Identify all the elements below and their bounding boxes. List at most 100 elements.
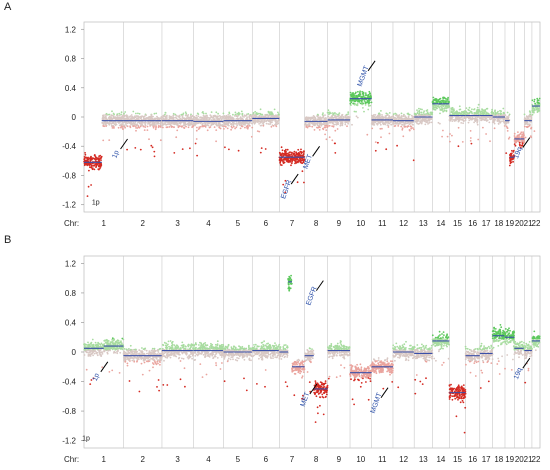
data-point — [290, 153, 293, 156]
data-point — [460, 118, 463, 121]
data-point — [307, 124, 310, 127]
data-point — [103, 339, 106, 342]
data-point — [87, 345, 90, 348]
data-point — [454, 119, 457, 122]
data-point — [167, 121, 170, 124]
data-point — [105, 348, 108, 351]
data-point — [486, 112, 489, 115]
data-point — [192, 123, 195, 126]
data-point — [135, 351, 138, 354]
data-point — [93, 352, 96, 355]
chromosome-label: 22 — [532, 219, 541, 228]
data-point — [508, 136, 511, 139]
data-point — [121, 348, 124, 351]
data-point — [471, 112, 473, 115]
data-point — [165, 126, 168, 129]
data-point — [147, 123, 149, 125]
data-point — [215, 115, 217, 118]
data-point — [293, 150, 296, 153]
data-point — [284, 151, 286, 153]
data-point — [230, 117, 233, 120]
data-point — [222, 116, 225, 119]
data-point — [379, 114, 381, 117]
data-point — [152, 115, 154, 118]
data-point — [327, 125, 329, 127]
data-point — [228, 112, 231, 115]
y-tick-label: -0.4 — [62, 378, 76, 387]
data-point — [489, 118, 492, 121]
data-point — [290, 157, 293, 160]
data-point — [483, 119, 485, 121]
data-point — [199, 125, 202, 128]
data-point — [469, 137, 472, 139]
data-point — [119, 341, 122, 344]
data-point — [87, 185, 90, 188]
data-point — [516, 140, 519, 143]
data-point — [119, 351, 122, 354]
data-point — [536, 100, 539, 102]
data-point — [351, 123, 353, 126]
data-point — [201, 119, 204, 121]
data-point — [134, 121, 137, 123]
data-point — [190, 122, 192, 124]
data-point — [87, 343, 90, 346]
data-point — [151, 124, 154, 127]
data-point — [497, 110, 499, 113]
data-point — [113, 342, 116, 345]
data-point — [441, 104, 444, 106]
data-point — [392, 113, 395, 116]
data-point — [134, 123, 137, 126]
data-point — [223, 121, 226, 124]
data-point — [325, 138, 328, 141]
data-point — [151, 347, 154, 350]
data-point — [198, 126, 201, 129]
data-point — [465, 107, 468, 109]
data-point — [401, 128, 404, 131]
data-point — [116, 352, 119, 355]
data-point — [446, 100, 448, 102]
data-point — [333, 120, 336, 123]
data-point — [120, 111, 123, 114]
data-point — [194, 142, 197, 145]
data-point — [125, 121, 127, 124]
data-point — [500, 114, 503, 117]
data-point — [164, 111, 167, 114]
data-point — [227, 118, 230, 121]
data-point — [443, 107, 446, 110]
data-point — [333, 112, 335, 115]
data-point — [385, 148, 388, 151]
data-point — [526, 121, 529, 124]
data-point — [473, 121, 475, 124]
data-point — [283, 153, 285, 156]
data-point — [145, 352, 148, 355]
data-point — [186, 115, 189, 117]
data-point — [485, 107, 488, 110]
data-point — [152, 363, 155, 365]
data-point — [490, 115, 493, 118]
data-point — [300, 152, 303, 155]
data-point — [141, 347, 143, 349]
data-point — [219, 124, 222, 127]
data-point — [197, 128, 200, 131]
data-point — [145, 356, 147, 359]
data-point — [259, 151, 262, 154]
data-point — [159, 125, 162, 128]
data-point — [286, 154, 288, 157]
data-point — [296, 158, 299, 161]
data-point — [482, 116, 485, 118]
data-point — [215, 123, 217, 125]
data-point — [371, 127, 374, 130]
data-point — [438, 101, 441, 104]
data-point — [217, 122, 220, 125]
data-point — [407, 115, 410, 118]
data-point — [474, 111, 476, 114]
data-point — [376, 123, 379, 126]
data-point — [296, 160, 299, 163]
data-point — [91, 167, 94, 170]
data-point — [143, 115, 146, 118]
data-point — [138, 112, 141, 115]
data-point — [241, 113, 244, 116]
data-point — [309, 116, 311, 119]
data-point — [380, 136, 382, 139]
data-point — [494, 113, 497, 116]
